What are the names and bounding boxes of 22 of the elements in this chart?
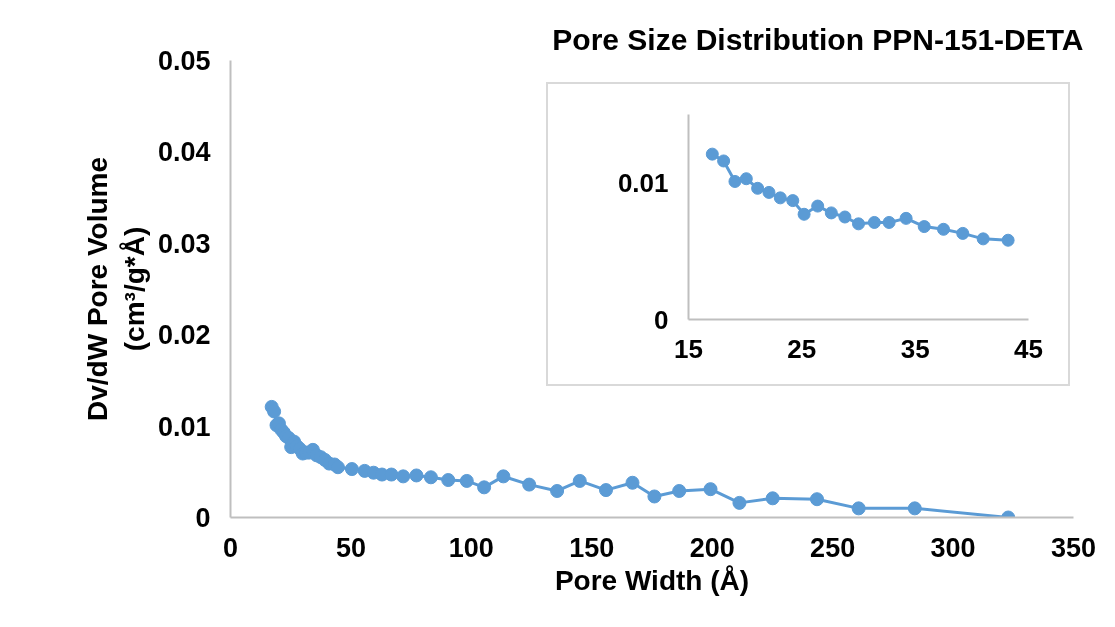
x-tick-label: 25 — [787, 333, 817, 364]
x-tick-label: 45 — [1014, 333, 1043, 364]
x-tick-label: 350 — [1050, 532, 1097, 563]
x-tick-label: 250 — [810, 532, 856, 563]
x-axis-title: Pore Width (Å) — [554, 564, 750, 596]
x-tick-label: 50 — [335, 532, 366, 563]
x-tick-label: 150 — [569, 532, 615, 563]
x-tick-label: 100 — [448, 532, 494, 563]
y-tick-label: 0 — [195, 503, 211, 533]
x-tick-label: 200 — [689, 532, 735, 563]
y-axis-title: Dv/dW Pore Volume (cm³/g*Å) — [81, 157, 150, 421]
y-tick-label: 0.01 — [617, 167, 669, 198]
x-tick-label: 0 — [222, 532, 239, 563]
x-tick-label: 15 — [674, 333, 703, 364]
chart-title: Pore Size Distribution PPN-151-DETA — [552, 22, 1084, 56]
y-tick-label: 0.05 — [157, 46, 211, 76]
x-tick-label: 35 — [900, 333, 930, 364]
y-tick-label: 0.04 — [157, 137, 211, 168]
y-tick-label: 0.01 — [157, 411, 211, 442]
x-tick-label: 300 — [930, 532, 976, 563]
y-tick-label: 0.03 — [157, 228, 211, 259]
y-tick-label: 0.02 — [157, 320, 211, 351]
